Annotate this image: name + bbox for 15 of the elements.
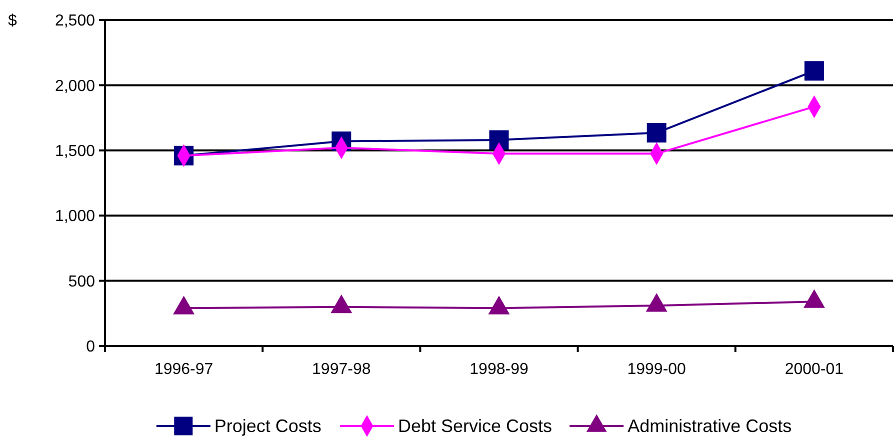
y-tick-label: 500	[68, 273, 96, 290]
legend-label: Administrative Costs	[628, 416, 792, 436]
legend-label: Debt Service Costs	[398, 416, 552, 436]
y-axis-title: $	[8, 12, 17, 30]
x-tick-label: 1996-97	[154, 361, 214, 378]
x-tick-label: 1997-98	[312, 361, 371, 378]
y-tick-label: 0	[86, 338, 96, 356]
y-tick-label: 2,500	[54, 12, 96, 30]
x-tick-label: 1999-00	[627, 361, 686, 378]
x-tick-label: 2000-01	[784, 361, 844, 378]
y-tick-label: 1,500	[54, 143, 96, 160]
y-tick-label: 2,000	[54, 78, 96, 95]
legend-label: Project Costs	[214, 416, 322, 436]
y-tick-label: 1,000	[54, 208, 96, 226]
x-tick-label: 1998-99	[470, 361, 528, 378]
